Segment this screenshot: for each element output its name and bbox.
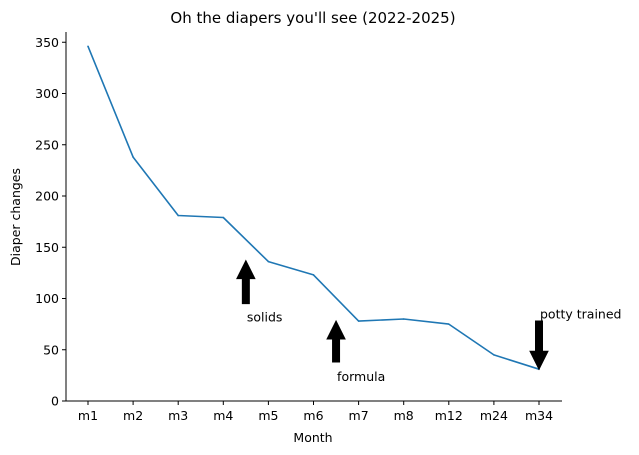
data-point [222, 216, 225, 219]
y-tick-label: 50 [43, 342, 59, 357]
plot-area: 0 50 100 150 200 250 300 350 m1 m2 m3 m4 m5 m6 m7 m8 m12… [35, 32, 621, 423]
y-tick-label: 0 [51, 394, 59, 409]
data-point [448, 323, 450, 325]
y-axis-label: Diaper changes [8, 168, 23, 266]
x-tick-label: m7 [349, 408, 369, 423]
data-point [132, 156, 134, 158]
y-tick-label: 200 [35, 189, 59, 204]
data-point [357, 320, 360, 322]
data-point [493, 354, 495, 356]
data-point [87, 45, 89, 48]
data-point [177, 214, 179, 217]
x-tick-label: m1 [78, 408, 98, 423]
y-tick-label: 150 [35, 240, 59, 255]
y-tick-label: 100 [35, 291, 59, 306]
x-tick-label: m34 [525, 408, 553, 423]
x-tick-label: m24 [480, 408, 508, 423]
annotation-label: solids [247, 309, 283, 324]
x-tick-label: m5 [258, 408, 278, 423]
data-point [312, 274, 315, 276]
x-tick-label: m4 [213, 408, 233, 423]
chart-title: Oh the diapers you'll see (2022-2025) [170, 9, 455, 27]
x-tick-label: m6 [303, 408, 323, 423]
y-tick-label: 300 [35, 86, 59, 101]
x-tick-label: m3 [168, 408, 188, 423]
y-tick-label: 350 [35, 35, 59, 50]
x-tick-label: m8 [394, 408, 414, 423]
x-tick-label: m2 [123, 408, 143, 423]
data-point [402, 318, 405, 320]
annotation-label: potty trained [540, 306, 621, 321]
y-tick-label: 250 [35, 137, 59, 152]
x-axis-label: Month [293, 430, 332, 445]
annotation-arrow [529, 320, 549, 371]
data-point [267, 260, 270, 263]
x-tick-label: m12 [435, 408, 463, 423]
annotation-arrow [236, 259, 256, 305]
annotation-label: formula [337, 369, 385, 384]
annotation-arrow [326, 319, 346, 363]
